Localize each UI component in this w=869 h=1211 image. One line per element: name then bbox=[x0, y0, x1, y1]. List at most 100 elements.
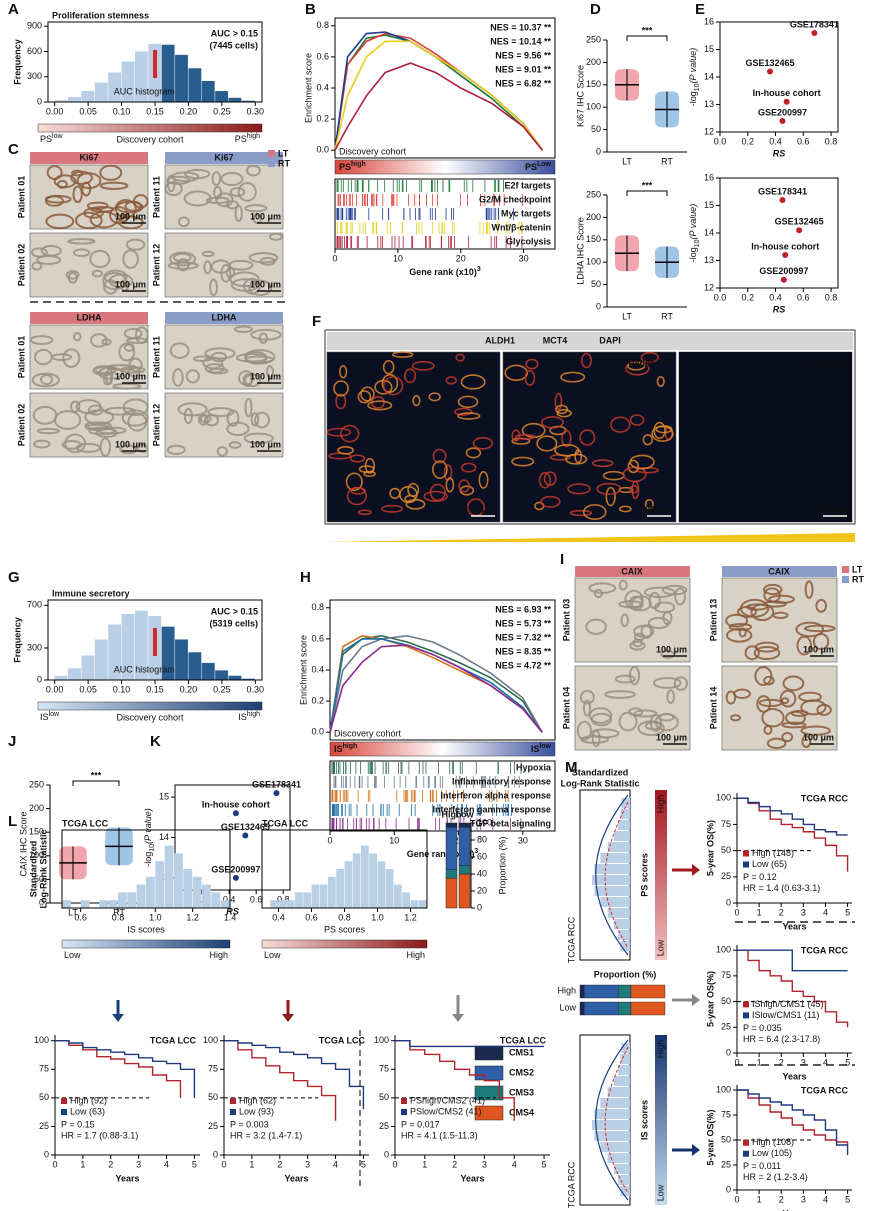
x-axis-label: RS bbox=[773, 148, 786, 158]
tissue bbox=[114, 199, 137, 219]
tissue bbox=[596, 482, 622, 496]
stain-label: ALDH1 bbox=[485, 335, 515, 345]
tissue bbox=[455, 353, 465, 362]
scale-low-base: Low bbox=[264, 950, 281, 960]
tissue bbox=[666, 689, 676, 704]
legend-entry: High (62) bbox=[239, 1095, 276, 1105]
histogram-bar bbox=[270, 900, 278, 908]
x-tick-label: 0.6 bbox=[305, 912, 318, 922]
tissue bbox=[363, 470, 376, 478]
x-tick-label: 0 bbox=[734, 1194, 739, 1204]
plot-frame bbox=[334, 178, 556, 250]
significance-bracket bbox=[626, 35, 668, 41]
x-tick-label: 1 bbox=[249, 1159, 254, 1169]
tissue bbox=[762, 583, 783, 596]
x-tick-label: 3 bbox=[801, 907, 806, 917]
tissue bbox=[360, 386, 375, 402]
tissue bbox=[629, 484, 639, 494]
x-tick-label: 0 bbox=[332, 253, 337, 263]
tissue bbox=[642, 433, 653, 446]
x-tick-label: 0.6 bbox=[797, 292, 810, 302]
stain-label: Ki67 bbox=[214, 152, 233, 162]
stacked-segment bbox=[458, 822, 471, 828]
histogram-bar bbox=[328, 876, 336, 908]
x-tick-label: 0.4 bbox=[223, 894, 236, 904]
tissue bbox=[782, 675, 805, 692]
tissue bbox=[265, 365, 274, 379]
schematic-segment bbox=[584, 1001, 619, 1016]
legend-entry: PShigh/CMS2 (41) bbox=[410, 1095, 485, 1105]
tissue bbox=[90, 205, 115, 213]
schematic-bar bbox=[621, 798, 630, 808]
y-tick-label: 12 bbox=[704, 282, 714, 292]
y-tick-label: 100 bbox=[34, 1035, 49, 1045]
tissue bbox=[560, 371, 586, 383]
scale-high: PShigh bbox=[235, 133, 260, 145]
y-label-sub: 10 bbox=[149, 844, 156, 852]
schematic-bar bbox=[613, 919, 630, 929]
legend-entry: RT bbox=[852, 574, 864, 584]
tissue bbox=[403, 368, 417, 384]
tissue bbox=[177, 402, 208, 417]
histogram-bar bbox=[175, 639, 188, 680]
tissue bbox=[237, 182, 257, 202]
significance: *** bbox=[642, 25, 653, 35]
tissue bbox=[768, 594, 795, 604]
gene-set-label: G2/M checkpoint bbox=[479, 194, 551, 204]
histogram-bar bbox=[344, 861, 353, 908]
y-tick-label: 12 bbox=[704, 126, 714, 136]
legend-entry: CMS2 bbox=[509, 1067, 534, 1077]
micrograph bbox=[29, 324, 149, 390]
tissue bbox=[220, 172, 244, 186]
histogram-bar bbox=[134, 51, 148, 102]
statistic: P = 0.12 bbox=[743, 872, 777, 882]
y-tick-label: 100 bbox=[374, 1035, 389, 1045]
y-tick-label: 50 bbox=[39, 1092, 49, 1102]
schematic-segment bbox=[618, 1001, 632, 1016]
histogram-bar bbox=[188, 68, 202, 102]
tissue bbox=[654, 713, 679, 732]
tissue bbox=[618, 505, 632, 513]
x-axis-label: RS bbox=[226, 906, 239, 916]
tissue bbox=[367, 400, 393, 411]
y-tick-label: 14 bbox=[704, 227, 714, 237]
y-tick-label: 0 bbox=[384, 1149, 389, 1159]
tissue bbox=[72, 248, 91, 258]
patient-label: Patient 02 bbox=[16, 404, 26, 447]
tissue bbox=[345, 472, 363, 492]
histogram-bar bbox=[192, 876, 202, 908]
scale-low: IShigh bbox=[334, 743, 357, 755]
tissue bbox=[627, 459, 640, 474]
tissue bbox=[333, 380, 349, 397]
tissue bbox=[543, 471, 557, 487]
histogram-bar bbox=[311, 884, 320, 908]
survival-curve bbox=[737, 949, 849, 1028]
tissue bbox=[631, 595, 652, 612]
chart-title: TCGA LCC bbox=[150, 1035, 197, 1045]
micrograph bbox=[164, 232, 284, 298]
statistic: HR = 6.4 (2.3-17.8) bbox=[743, 1034, 820, 1044]
statistic: P = 0.003 bbox=[230, 1119, 269, 1129]
tissue bbox=[812, 632, 830, 651]
legend-entry: NES = 5.73 ** bbox=[495, 618, 551, 628]
significance-bracket bbox=[72, 780, 120, 786]
survival-curve bbox=[737, 797, 848, 836]
tissue bbox=[90, 333, 108, 348]
scale-high: High bbox=[209, 950, 228, 960]
tissue bbox=[407, 482, 420, 497]
y-tick-label: 25 bbox=[721, 1022, 731, 1032]
tissue bbox=[40, 373, 54, 386]
x-tick-label: 5 bbox=[361, 1159, 366, 1169]
schematic-bar bbox=[618, 1065, 630, 1075]
legend-entry: Low (63) bbox=[70, 1106, 105, 1116]
tissue bbox=[227, 259, 254, 271]
histogram-bar bbox=[108, 624, 122, 680]
x-tick-label: 2 bbox=[452, 1159, 457, 1169]
tissue bbox=[86, 201, 109, 210]
y-tick-label: 75 bbox=[39, 1064, 49, 1074]
annotation: AUC > 0.15 bbox=[211, 28, 258, 38]
schematic-bar bbox=[618, 930, 630, 940]
tissue bbox=[673, 676, 689, 691]
tissue bbox=[538, 471, 552, 489]
y-tick-label: 75 bbox=[721, 1109, 731, 1119]
